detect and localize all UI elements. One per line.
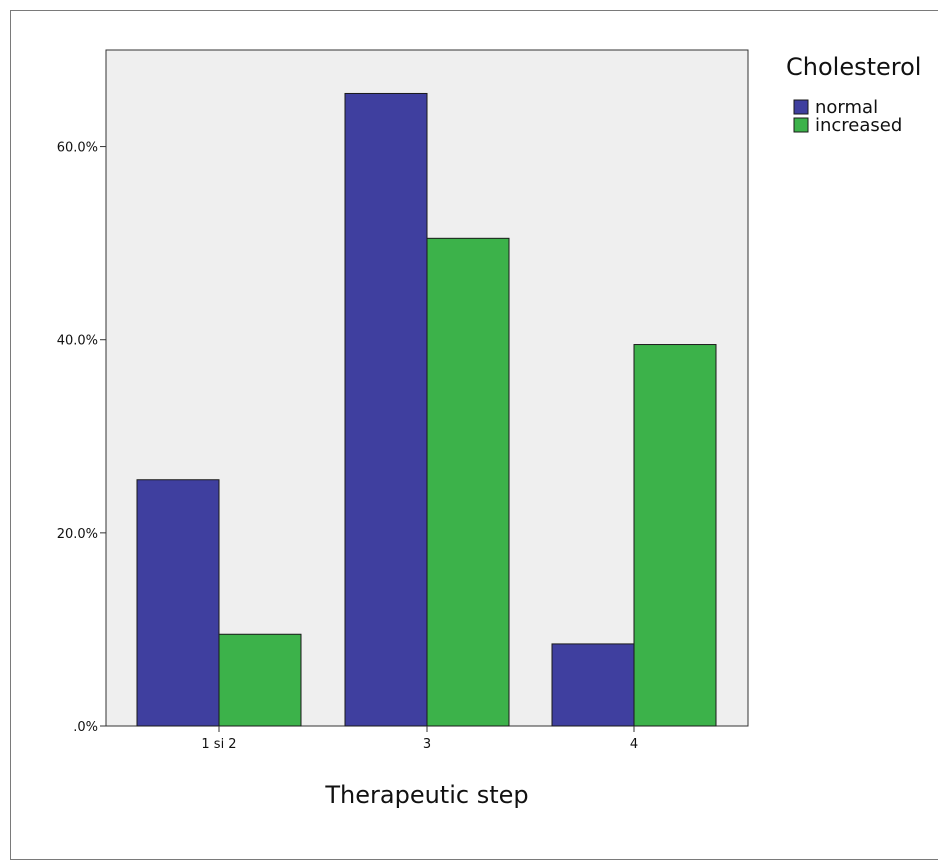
legend-swatch-increased [793,117,809,133]
legend-swatch-normal [793,99,809,115]
y-tick-label: 20.0% [57,527,98,542]
legend-label-increased: increased [815,115,902,136]
bar-increased-1 [426,237,510,727]
x-tick-label: 3 [423,737,431,752]
legend-label-normal: normal [815,97,878,118]
y-tick-label: 40.0% [57,334,98,349]
bar-normal-1 [344,92,428,727]
bar-increased-0 [218,633,302,727]
x-axis: 1 si 2 3 4 [201,726,638,752]
x-tick-label: 1 si 2 [201,737,236,752]
bar-increased-2 [633,344,717,727]
bar-normal-0 [136,479,220,727]
x-axis-title: Therapeutic step [324,781,528,809]
bars-group [136,92,717,727]
y-axis: .0% 20.0% 40.0% 60.0% [57,50,107,735]
x-tick-label: 4 [630,737,638,752]
bar-chart: .0% 20.0% 40.0% 60.0% 1 si 2 3 4 Therapeutic … [57,49,921,809]
y-tick-label: 60.0% [57,141,98,156]
legend-title: Cholesterol [786,53,921,81]
y-tick-label: .0% [73,720,98,735]
bar-normal-2 [551,643,635,727]
